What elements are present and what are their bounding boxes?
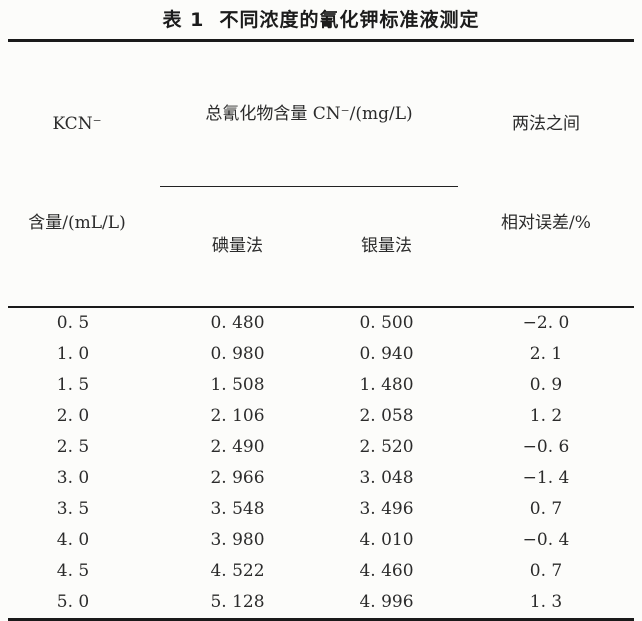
table-row: 0. 5 0. 480 0. 500 −2. 0 <box>8 307 634 339</box>
table-row: 3. 5 3. 548 3. 496 0. 7 <box>8 494 634 525</box>
cell-kcn: 3. 5 <box>56 499 90 519</box>
cell-kcn: 1. 5 <box>56 375 90 395</box>
scanned-paper-page: 表 1 不同浓度的氰化钾标准液测定 KCN⁻ 含量/(mL/L) 总氰化物含量 … <box>8 9 634 621</box>
cell-iodine: 0. 480 <box>210 313 265 333</box>
table-body: 0. 5 0. 480 0. 500 −2. 0 1. 0 0. 980 0. … <box>8 307 634 620</box>
cell-error: −0. 4 <box>522 530 570 550</box>
header-row-methods: 碘量法 银量法 <box>8 186 634 308</box>
cell-iodine: 2. 490 <box>210 437 265 457</box>
cell-error: −0. 6 <box>522 437 570 457</box>
cell-kcn: 5. 0 <box>56 592 90 612</box>
table-row: 4. 5 4. 522 4. 460 0. 7 <box>8 556 634 587</box>
cell-silver: 2. 520 <box>359 437 414 457</box>
cell-kcn: 3. 0 <box>56 468 90 488</box>
header-kcn-line2: 含量/(mL/L) <box>28 213 126 233</box>
cell-error: 0. 7 <box>529 499 563 519</box>
table-row: 3. 0 2. 966 3. 048 −1. 4 <box>8 463 634 494</box>
cell-silver: 0. 940 <box>359 344 414 364</box>
cell-iodine: 1. 508 <box>210 375 265 395</box>
data-table: KCN⁻ 含量/(mL/L) 总氰化物含量 CN⁻/(mg/L) 两法之间 相对… <box>8 39 634 621</box>
cell-error: −1. 4 <box>522 468 570 488</box>
table-header: KCN⁻ 含量/(mL/L) 总氰化物含量 CN⁻/(mg/L) 两法之间 相对… <box>8 40 634 308</box>
table-title: 表 1 不同浓度的氰化钾标准液测定 <box>162 9 480 31</box>
cell-error: 0. 9 <box>529 375 563 395</box>
cell-kcn: 0. 5 <box>56 313 90 333</box>
cell-silver: 3. 048 <box>359 468 414 488</box>
cell-iodine: 3. 548 <box>210 499 265 519</box>
table-row: 1. 5 1. 508 1. 480 0. 9 <box>8 370 634 401</box>
cell-error: 1. 2 <box>529 406 563 426</box>
cell-silver: 4. 460 <box>359 561 414 581</box>
cell-silver: 4. 010 <box>359 530 414 550</box>
cell-iodine: 2. 106 <box>210 406 265 426</box>
cell-silver: 0. 500 <box>359 313 414 333</box>
cell-error: 2. 1 <box>529 344 563 364</box>
table-row: 4. 0 3. 980 4. 010 −0. 4 <box>8 525 634 556</box>
cell-kcn: 4. 5 <box>56 561 90 581</box>
table-row: 1. 0 0. 980 0. 940 2. 1 <box>8 339 634 370</box>
cell-silver: 4. 996 <box>359 592 414 612</box>
header-method-iodine: 碘量法 <box>160 186 315 308</box>
header-error-line1: 两法之间 <box>512 114 580 134</box>
cell-error: 0. 7 <box>529 561 563 581</box>
cell-iodine: 5. 128 <box>210 592 265 612</box>
cell-kcn: 4. 0 <box>56 530 90 550</box>
cell-iodine: 2. 966 <box>210 468 265 488</box>
header-relative-error: 两法之间 相对误差/% <box>458 40 634 308</box>
cell-iodine: 3. 980 <box>210 530 265 550</box>
header-method-silver: 银量法 <box>315 186 458 308</box>
header-group-total-cyanide: 总氰化物含量 CN⁻/(mg/L) <box>160 40 458 187</box>
header-kcn-line1: KCN⁻ <box>52 114 102 134</box>
cell-iodine: 4. 522 <box>210 561 265 581</box>
cell-silver: 1. 480 <box>359 375 414 395</box>
table-row: 5. 0 5. 128 4. 996 1. 3 <box>8 587 634 620</box>
table-row: 2. 5 2. 490 2. 520 −0. 6 <box>8 432 634 463</box>
cell-iodine: 0. 980 <box>210 344 265 364</box>
header-error-line2: 相对误差/% <box>501 213 591 233</box>
table-row: 2. 0 2. 106 2. 058 1. 2 <box>8 401 634 432</box>
header-kcn-content: KCN⁻ 含量/(mL/L) <box>8 40 160 308</box>
cell-error: −2. 0 <box>522 313 570 333</box>
cell-silver: 2. 058 <box>359 406 414 426</box>
cell-error: 1. 3 <box>529 592 563 612</box>
cell-kcn: 2. 0 <box>56 406 90 426</box>
header-row-top: KCN⁻ 含量/(mL/L) 总氰化物含量 CN⁻/(mg/L) 两法之间 相对… <box>8 40 634 308</box>
cell-silver: 3. 496 <box>359 499 414 519</box>
cell-kcn: 2. 5 <box>56 437 90 457</box>
cell-kcn: 1. 0 <box>56 344 90 364</box>
